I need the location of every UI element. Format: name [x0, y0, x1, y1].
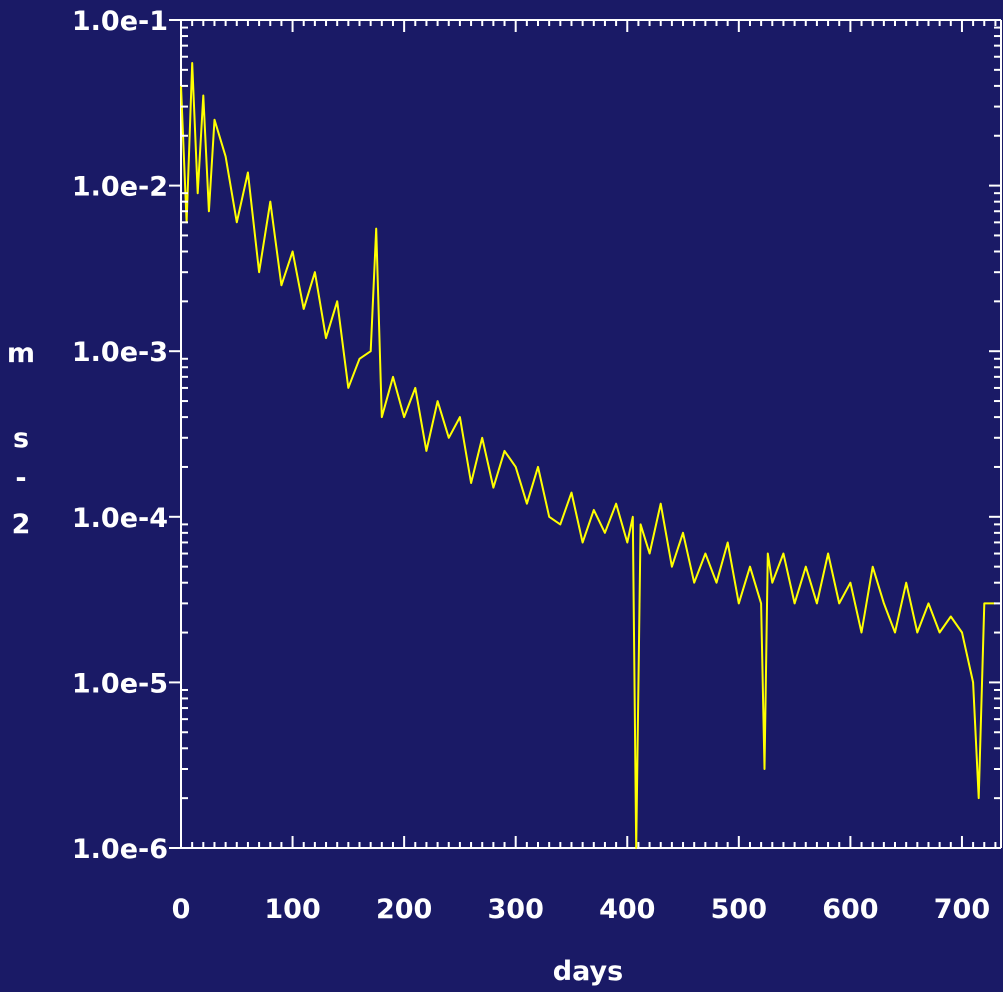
x-tick-label: 600	[822, 894, 878, 925]
y-tick-label: 1.0e-3	[72, 337, 168, 368]
y-tick-label: 1.0e-5	[72, 668, 168, 699]
series-line-0	[180, 62, 996, 849]
series-layer	[180, 62, 996, 849]
y-axis-label-part: -	[15, 463, 26, 494]
ticks-group	[169, 19, 1001, 849]
y-tick-label: 1.0e-1	[72, 6, 168, 37]
y-axis-label-part: 2	[12, 509, 31, 540]
y-tick-label: 1.0e-4	[72, 503, 168, 534]
y-axis-label-part: s	[13, 423, 29, 454]
x-tick-label: 100	[264, 894, 320, 925]
x-tick-label: 200	[376, 894, 432, 925]
x-tick-label: 700	[934, 894, 990, 925]
x-tick-label: 500	[711, 894, 767, 925]
axes-group	[180, 19, 1002, 849]
x-axis-label: days	[553, 956, 623, 987]
y-axis-label-part: m	[7, 338, 35, 369]
x-tick-label: 0	[172, 894, 191, 925]
y-tick-label: 1.0e-2	[72, 172, 168, 203]
y-tick-label: 1.0e-6	[72, 834, 168, 865]
labels-group: 0 100 200 300 400 500 600 700 1.0e-6 1.0e-5 1.0e-4…	[7, 6, 990, 987]
x-tick-label: 400	[599, 894, 655, 925]
x-tick-label: 300	[488, 894, 544, 925]
